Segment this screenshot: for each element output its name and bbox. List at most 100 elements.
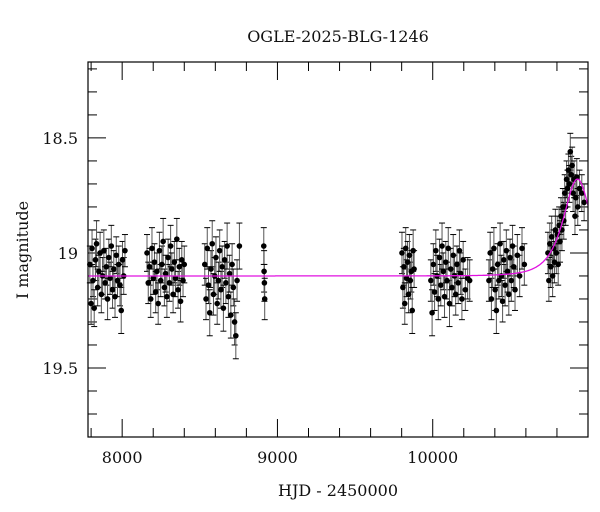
x-tick-label: 8000 — [102, 448, 143, 467]
data-point — [236, 243, 243, 249]
data-point — [508, 277, 515, 284]
data-point — [494, 261, 501, 268]
data-point — [437, 282, 444, 288]
data-point — [456, 247, 463, 254]
data-point — [88, 300, 94, 307]
data-point — [204, 245, 211, 252]
data-point — [149, 245, 155, 252]
data-point — [404, 259, 411, 265]
data-point — [572, 213, 578, 219]
data-point — [113, 252, 120, 259]
data-point — [180, 277, 186, 284]
data-point — [218, 286, 224, 293]
data-point — [431, 289, 438, 295]
data-point — [405, 291, 412, 298]
data-point — [214, 300, 220, 307]
data-point — [514, 252, 521, 259]
data-point — [230, 284, 237, 291]
data-point — [220, 305, 227, 311]
data-point — [221, 257, 228, 263]
data-point — [165, 254, 171, 261]
data-point — [487, 250, 493, 256]
data-point — [429, 309, 435, 316]
data-point — [576, 185, 583, 192]
data-point — [563, 176, 570, 183]
data-point — [444, 277, 450, 284]
data-point — [145, 280, 152, 286]
data-point — [569, 162, 575, 169]
data-point — [491, 245, 497, 252]
data-point — [147, 296, 154, 302]
y-axis-label: I magnitude — [13, 201, 32, 299]
data-point — [107, 275, 113, 282]
data-point — [449, 284, 455, 291]
model-curve — [88, 178, 589, 277]
data-point — [399, 250, 405, 256]
error-bars — [86, 132, 588, 360]
data-point — [151, 259, 158, 265]
data-point — [574, 174, 580, 180]
tick-labels: 8000 9000 10000 18.5 19 19.5 — [42, 129, 458, 467]
data-point — [226, 270, 233, 277]
data-point — [159, 261, 165, 268]
data-point — [169, 266, 175, 272]
data-point — [493, 307, 500, 314]
data-point — [209, 240, 216, 247]
data-point — [406, 252, 413, 259]
data-point — [233, 332, 239, 339]
data-point — [439, 243, 445, 249]
data-point — [553, 250, 560, 256]
data-point — [144, 250, 150, 256]
data-point — [210, 291, 217, 298]
data-point — [566, 181, 573, 187]
data-point — [119, 257, 126, 263]
data-point — [93, 240, 100, 247]
data-point — [402, 245, 409, 252]
data-point — [206, 309, 213, 316]
data-point — [435, 296, 442, 302]
data-point — [512, 286, 518, 293]
data-point — [208, 266, 214, 272]
data-point — [570, 190, 576, 196]
data-point — [565, 167, 572, 173]
data-point — [455, 280, 461, 286]
data-point — [108, 243, 115, 249]
data-point — [445, 245, 452, 252]
data-point — [122, 247, 128, 254]
data-point — [510, 263, 517, 270]
data-point — [103, 263, 110, 270]
data-point — [109, 286, 116, 293]
data-point — [497, 240, 503, 247]
data-point — [152, 289, 159, 295]
data-point — [231, 319, 238, 325]
data-point — [225, 293, 232, 300]
data-point — [430, 261, 437, 268]
data-point — [489, 266, 496, 272]
data-point — [428, 277, 434, 284]
data-point — [411, 266, 417, 272]
data-point — [112, 293, 118, 300]
data-point — [501, 257, 507, 263]
data-point — [102, 280, 108, 286]
chart-title: OGLE-2025-BLG-1246 — [247, 27, 429, 46]
data-point — [157, 277, 164, 284]
data-point — [213, 254, 219, 261]
plot-frame — [87, 61, 589, 438]
data-point — [555, 261, 561, 268]
data-point — [452, 291, 459, 298]
data-point — [167, 243, 174, 249]
x-tick-label: 10000 — [407, 448, 458, 467]
data-point — [509, 243, 516, 249]
data-point — [229, 261, 235, 268]
data-point — [503, 247, 510, 254]
data-point — [114, 277, 121, 284]
data-point — [181, 261, 188, 268]
data-point — [201, 261, 208, 268]
data-point — [106, 254, 112, 261]
data-point — [261, 296, 268, 302]
data-point — [160, 238, 166, 245]
data-point — [486, 277, 492, 284]
data-point — [110, 266, 117, 272]
data-point — [161, 284, 168, 291]
